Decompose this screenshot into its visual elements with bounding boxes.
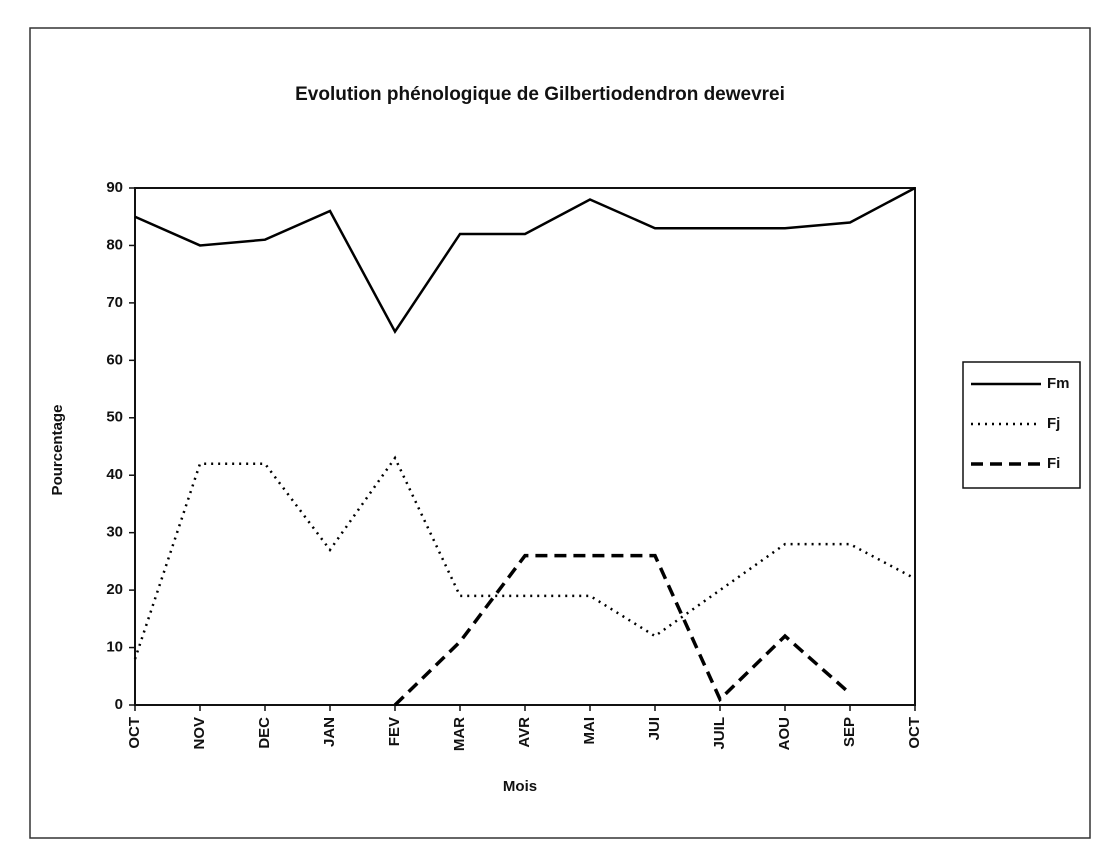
chart-title: Evolution phénologique de Gilbertiodendr… <box>295 84 785 105</box>
y-tick-label: 20 <box>106 581 123 598</box>
x-tick-label: AOU <box>776 717 793 750</box>
legend-label: Fi <box>1047 455 1060 472</box>
y-tick-label: 40 <box>106 466 123 483</box>
y-tick-label: 30 <box>106 524 123 541</box>
legend-label: Fj <box>1047 415 1060 432</box>
x-tick-label: AVR <box>516 717 533 748</box>
series-line <box>134 186 916 335</box>
y-tick-label: 80 <box>106 236 123 253</box>
y-tick-label: 70 <box>106 294 123 311</box>
series-line <box>393 553 852 707</box>
y-tick-label: 50 <box>106 409 123 426</box>
x-axis-label: Mois <box>503 778 537 795</box>
x-tick-label: MAR <box>451 717 468 751</box>
x-tick-label: SEP <box>841 717 858 747</box>
x-tick-label: FEV <box>386 717 403 746</box>
y-tick-label: 0 <box>115 696 123 713</box>
series-line <box>133 455 916 660</box>
x-tick-label: JUI <box>646 717 663 740</box>
x-tick-label: MAI <box>581 717 598 745</box>
x-tick-label: DEC <box>256 717 273 749</box>
y-tick-label: 10 <box>106 639 123 656</box>
x-tick-label: NOV <box>191 717 208 750</box>
legend-label: Fm <box>1047 375 1070 392</box>
y-tick-label: 60 <box>106 351 123 368</box>
chart-frame <box>29 27 1091 839</box>
x-tick-label: JAN <box>321 717 338 747</box>
y-axis-label: Pourcentage <box>49 405 66 496</box>
x-tick-label: OCT <box>906 717 923 749</box>
y-tick-label: 90 <box>106 179 123 196</box>
x-tick-label: OCT <box>126 717 143 749</box>
x-tick-label: JUIL <box>711 717 728 750</box>
plot-area <box>134 187 916 706</box>
